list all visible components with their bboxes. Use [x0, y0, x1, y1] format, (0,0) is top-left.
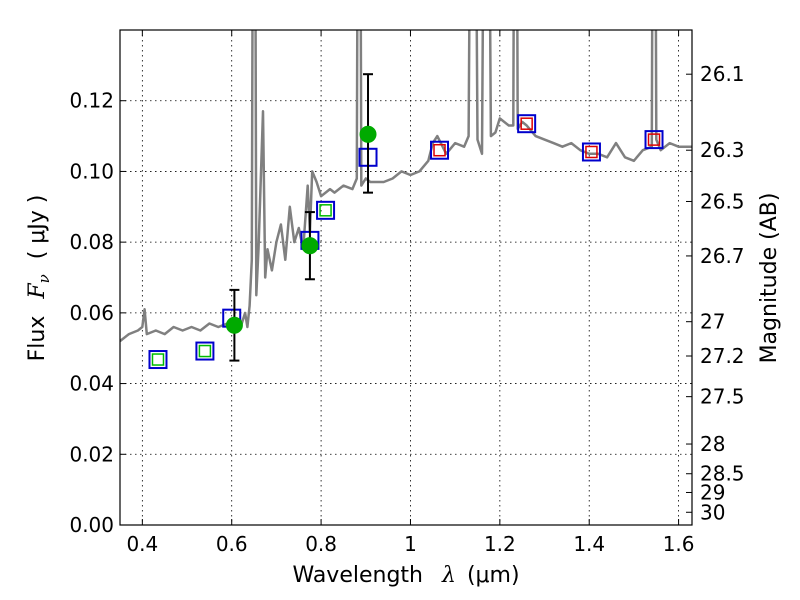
y-axis-label-text: Flux	[25, 316, 50, 362]
right-axis-label: Magnitude (AB)	[757, 193, 782, 364]
y-tick-label: 0.10	[69, 159, 114, 183]
observed-point	[359, 125, 377, 143]
right-tick-label: 27.5	[700, 385, 745, 409]
model-point-inner-square	[647, 133, 661, 146]
right-tick-label: 30	[700, 500, 725, 524]
y-tick-label: 0.12	[69, 89, 114, 113]
y-axis-label: Flux Fν ( μJy )	[25, 195, 55, 362]
x-tick-label: 0.6	[216, 532, 248, 556]
model-point-inner-square	[198, 344, 212, 358]
axes-frame	[119, 29, 693, 526]
model-point-square	[430, 140, 450, 160]
x-tick-label: 1.4	[573, 532, 605, 556]
x-axis-label: Wavelength λ (μm)	[292, 563, 519, 588]
x-tick-label: 1	[404, 532, 417, 556]
x-axis-label-symbol: λ	[441, 563, 456, 588]
model-point-inner-square	[433, 143, 446, 157]
grid-lines	[120, 30, 692, 526]
model-point-square	[316, 200, 336, 220]
x-tick-label: 1.6	[663, 532, 695, 556]
x-tick-label: 1.2	[484, 532, 516, 556]
model-point-square	[148, 350, 168, 370]
y-axis-label-unit: ( μJy )	[25, 195, 50, 260]
y-tick-label: 0.00	[69, 513, 114, 537]
x-axis-label-unit: (μm)	[467, 563, 520, 588]
right-tick-label: 28	[700, 432, 725, 456]
model-point-square	[644, 130, 664, 150]
model-point-inner-square	[585, 145, 598, 159]
y-tick-label: 0.06	[69, 301, 114, 325]
right-tick-label: 27	[700, 310, 725, 334]
x-tick-label: 0.8	[305, 532, 337, 556]
right-tick-label: 26.7	[700, 244, 745, 268]
axis-ticks: 0.4 0.6 0.8 1 1.2 1.4 1.6 0.00 0.02 0.04 0.06 0.08 0…	[69, 30, 745, 556]
x-axis-label-text: Wavelength	[292, 563, 423, 588]
right-tick-label: 29	[700, 480, 725, 504]
y-tick-label: 0.08	[69, 230, 114, 254]
observed-point	[301, 237, 319, 255]
y-axis-label-subscript: ν	[35, 274, 53, 283]
right-tick-label: 26.5	[700, 189, 745, 213]
y-axis-label-symbol: F	[25, 283, 50, 300]
right-tick-label: 27.2	[700, 344, 745, 368]
right-tick-label: 26.3	[700, 138, 745, 162]
model-point-inner-square	[319, 204, 332, 217]
x-tick-label: 0.4	[126, 532, 158, 556]
model-point-square	[195, 341, 215, 361]
right-tick-label: 26.1	[700, 62, 745, 86]
model-point-square	[517, 114, 537, 134]
right-tick-label: 28.5	[700, 462, 745, 486]
plot-area	[120, 30, 692, 370]
model-point-inner-square	[151, 353, 165, 366]
spectrum-line	[120, 30, 692, 343]
observed-point	[225, 316, 243, 334]
model-point-inner-square	[520, 117, 533, 130]
model-point-square	[581, 142, 601, 162]
y-tick-label: 0.02	[69, 442, 114, 466]
y-tick-label: 0.04	[69, 372, 114, 396]
